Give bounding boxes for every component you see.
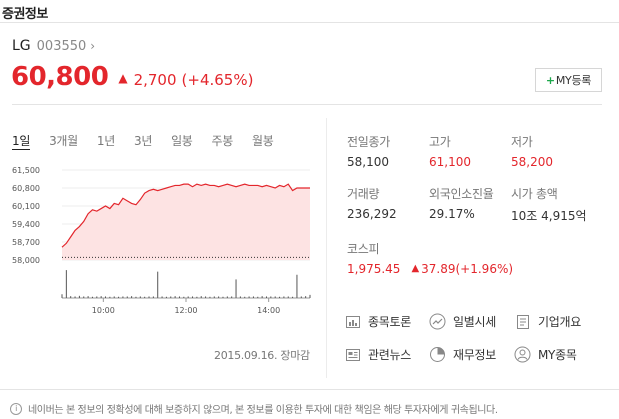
tab-3month[interactable]: 3개월	[49, 134, 78, 148]
stat-label: 저가	[511, 135, 533, 149]
intraday-chart: 61,500 60,800 60,100 59,400 58,700 58,000 10:0…	[12, 160, 317, 325]
kospi-label: 코스피	[347, 242, 380, 256]
y-tick-label: 61,500	[12, 166, 40, 175]
news-icon	[344, 346, 361, 363]
link-financial-info[interactable]: 재무정보	[429, 346, 496, 363]
stat-foreign-ratio: 외국인소진율 29.17%	[429, 185, 494, 221]
plus-icon: +	[545, 73, 555, 87]
kospi-value-row: 1,975.45 ▲ 37.89 (+1.96%)	[347, 262, 513, 276]
y-tick-label: 59,400	[12, 220, 40, 229]
stock-code: 003550	[36, 38, 87, 54]
kospi-label-block: 코스피	[347, 240, 380, 257]
stat-volume: 거래량 236,292	[347, 185, 397, 221]
person-icon	[514, 346, 531, 363]
stock-name-link[interactable]: LG 003550 ›	[12, 38, 95, 54]
chevron-right-icon: ›	[90, 39, 96, 53]
tab-monthly-candle[interactable]: 월봉	[252, 134, 274, 148]
tab-3year[interactable]: 3년	[133, 134, 153, 148]
board-icon	[344, 313, 361, 330]
up-arrow-icon: ▲	[118, 71, 128, 85]
footer-divider	[0, 389, 619, 390]
stat-prev-close: 전일종가 58,100	[347, 133, 390, 169]
document-icon	[514, 313, 531, 330]
price-line	[61, 183, 310, 248]
y-tick-label: 58,000	[12, 256, 40, 265]
period-tabs: 1일 3개월 1년 3년 일봉 주봉 월봉	[12, 132, 293, 150]
chart-svg: 61,500 60,800 60,100 59,400 58,700 58,000 10:0…	[12, 166, 311, 315]
y-tick-label: 60,100	[12, 202, 40, 211]
current-price: 60,800	[11, 62, 109, 92]
stat-label: 외국인소진율	[429, 187, 494, 201]
widget-title: 증권정보	[2, 7, 48, 22]
stat-label: 시가 총액	[511, 187, 558, 201]
section-divider	[12, 104, 602, 105]
link-daily-price[interactable]: 일별시세	[429, 313, 496, 330]
trend-icon	[429, 313, 446, 330]
link-company-overview[interactable]: 기업개요	[514, 313, 581, 330]
stat-label: 고가	[429, 135, 451, 149]
stat-market-cap: 시가 총액 10조 4,915억	[511, 185, 587, 224]
tab-daily-candle[interactable]: 일봉	[171, 134, 193, 148]
link-label: 종목토론	[368, 315, 411, 329]
info-icon: i	[10, 402, 22, 415]
link-label: 재무정보	[453, 348, 496, 362]
my-register-button[interactable]: + MY등록	[535, 68, 602, 92]
stat-value: 58,200	[511, 155, 553, 169]
price-row: 60,800 ▲ 2,700 (+4.65%)	[11, 62, 253, 92]
kospi-rate: (+1.96%)	[455, 262, 514, 276]
link-stock-discussion[interactable]: 종목토론	[344, 313, 411, 330]
vertical-divider	[326, 118, 327, 378]
link-my-stocks[interactable]: MY종목	[514, 346, 577, 363]
stat-low: 저가 58,200	[511, 133, 553, 169]
link-label: MY종목	[538, 348, 577, 362]
link-label: 관련뉴스	[368, 348, 411, 362]
stat-value: 61,100	[429, 155, 471, 169]
tab-weekly-candle[interactable]: 주봉	[211, 134, 234, 148]
kospi-index: 1,975.45	[347, 262, 401, 276]
link-related-news[interactable]: 관련뉴스	[344, 346, 411, 363]
stock-name: LG	[12, 38, 31, 54]
my-register-label: MY등록	[555, 74, 592, 87]
stat-value: 29.17%	[429, 207, 475, 221]
disclaimer-text: 네이버는 본 정보의 정확성에 대해 보증하지 않으며, 본 정보를 이용한 투…	[28, 405, 498, 416]
y-tick-label: 60,800	[12, 184, 40, 193]
price-change-rate: (+4.65%)	[181, 71, 254, 89]
price-area	[62, 184, 310, 260]
stat-value: 236,292	[347, 207, 397, 221]
y-tick-label: 58,700	[12, 238, 40, 247]
stat-label: 전일종가	[347, 135, 390, 149]
x-tick-label: 10:00	[92, 306, 115, 315]
pie-chart-icon	[429, 346, 446, 363]
stat-value: 58,100	[347, 155, 389, 169]
stat-value: 10조 4,915억	[511, 209, 587, 223]
stat-high: 고가 61,100	[429, 133, 471, 169]
link-label: 기업개요	[538, 315, 581, 329]
price-change: 2,700	[133, 71, 177, 89]
tab-1day[interactable]: 1일	[12, 134, 31, 150]
disclaimer: i 네이버는 본 정보의 정확성에 대해 보증하지 않으며, 본 정보를 이용한…	[10, 401, 498, 416]
x-tick-label: 12:00	[174, 306, 197, 315]
chart-date-status: 2015.09.16. 장마감	[214, 349, 310, 362]
tab-1year[interactable]: 1년	[96, 134, 115, 148]
x-tick-label: 14:00	[257, 306, 280, 315]
title-divider	[0, 22, 619, 23]
link-label: 일별시세	[453, 315, 496, 329]
stat-label: 거래량	[347, 187, 380, 201]
up-arrow-icon: ▲	[411, 263, 420, 274]
kospi-change: 37.89	[421, 262, 456, 276]
